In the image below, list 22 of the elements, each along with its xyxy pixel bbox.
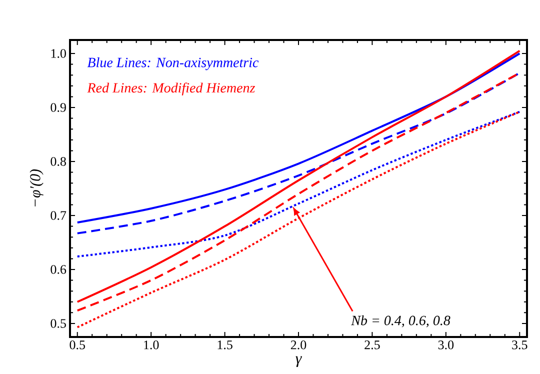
x-tick-label: 2.5	[364, 340, 380, 350]
annotation: Nb = 0.4, 0.6, 0.8	[351, 315, 450, 328]
x-tick-label: 1.5	[218, 340, 232, 350]
x-tick-label: 3.5	[512, 340, 528, 350]
x-tick-label: 0.5	[70, 340, 85, 350]
y-tick-label: 0.6	[50, 265, 66, 274]
annotation: Red Lines: Modified Hiemenz	[87, 82, 256, 96]
y-axis-title: −φ′(0)	[30, 169, 44, 206]
line-series	[76, 110, 521, 258]
y-tick-label: 0.9	[50, 103, 66, 112]
x-tick-label: 3.0	[438, 340, 454, 350]
line-series	[76, 72, 521, 234]
y-tick-label: 1.0	[51, 49, 66, 58]
line-series	[76, 52, 521, 224]
annotation: Blue Lines: Non-axisymmetric	[87, 57, 259, 70]
line-series	[76, 110, 521, 328]
y-tick-label: 0.8	[50, 157, 66, 166]
x-tick-label: 2.0	[290, 340, 306, 350]
x-axis-title: γ	[296, 356, 302, 367]
y-tick-label: 0.5	[50, 319, 66, 328]
x-tick-label: 1.0	[144, 340, 159, 350]
y-tick-label: 0.7	[50, 211, 66, 220]
